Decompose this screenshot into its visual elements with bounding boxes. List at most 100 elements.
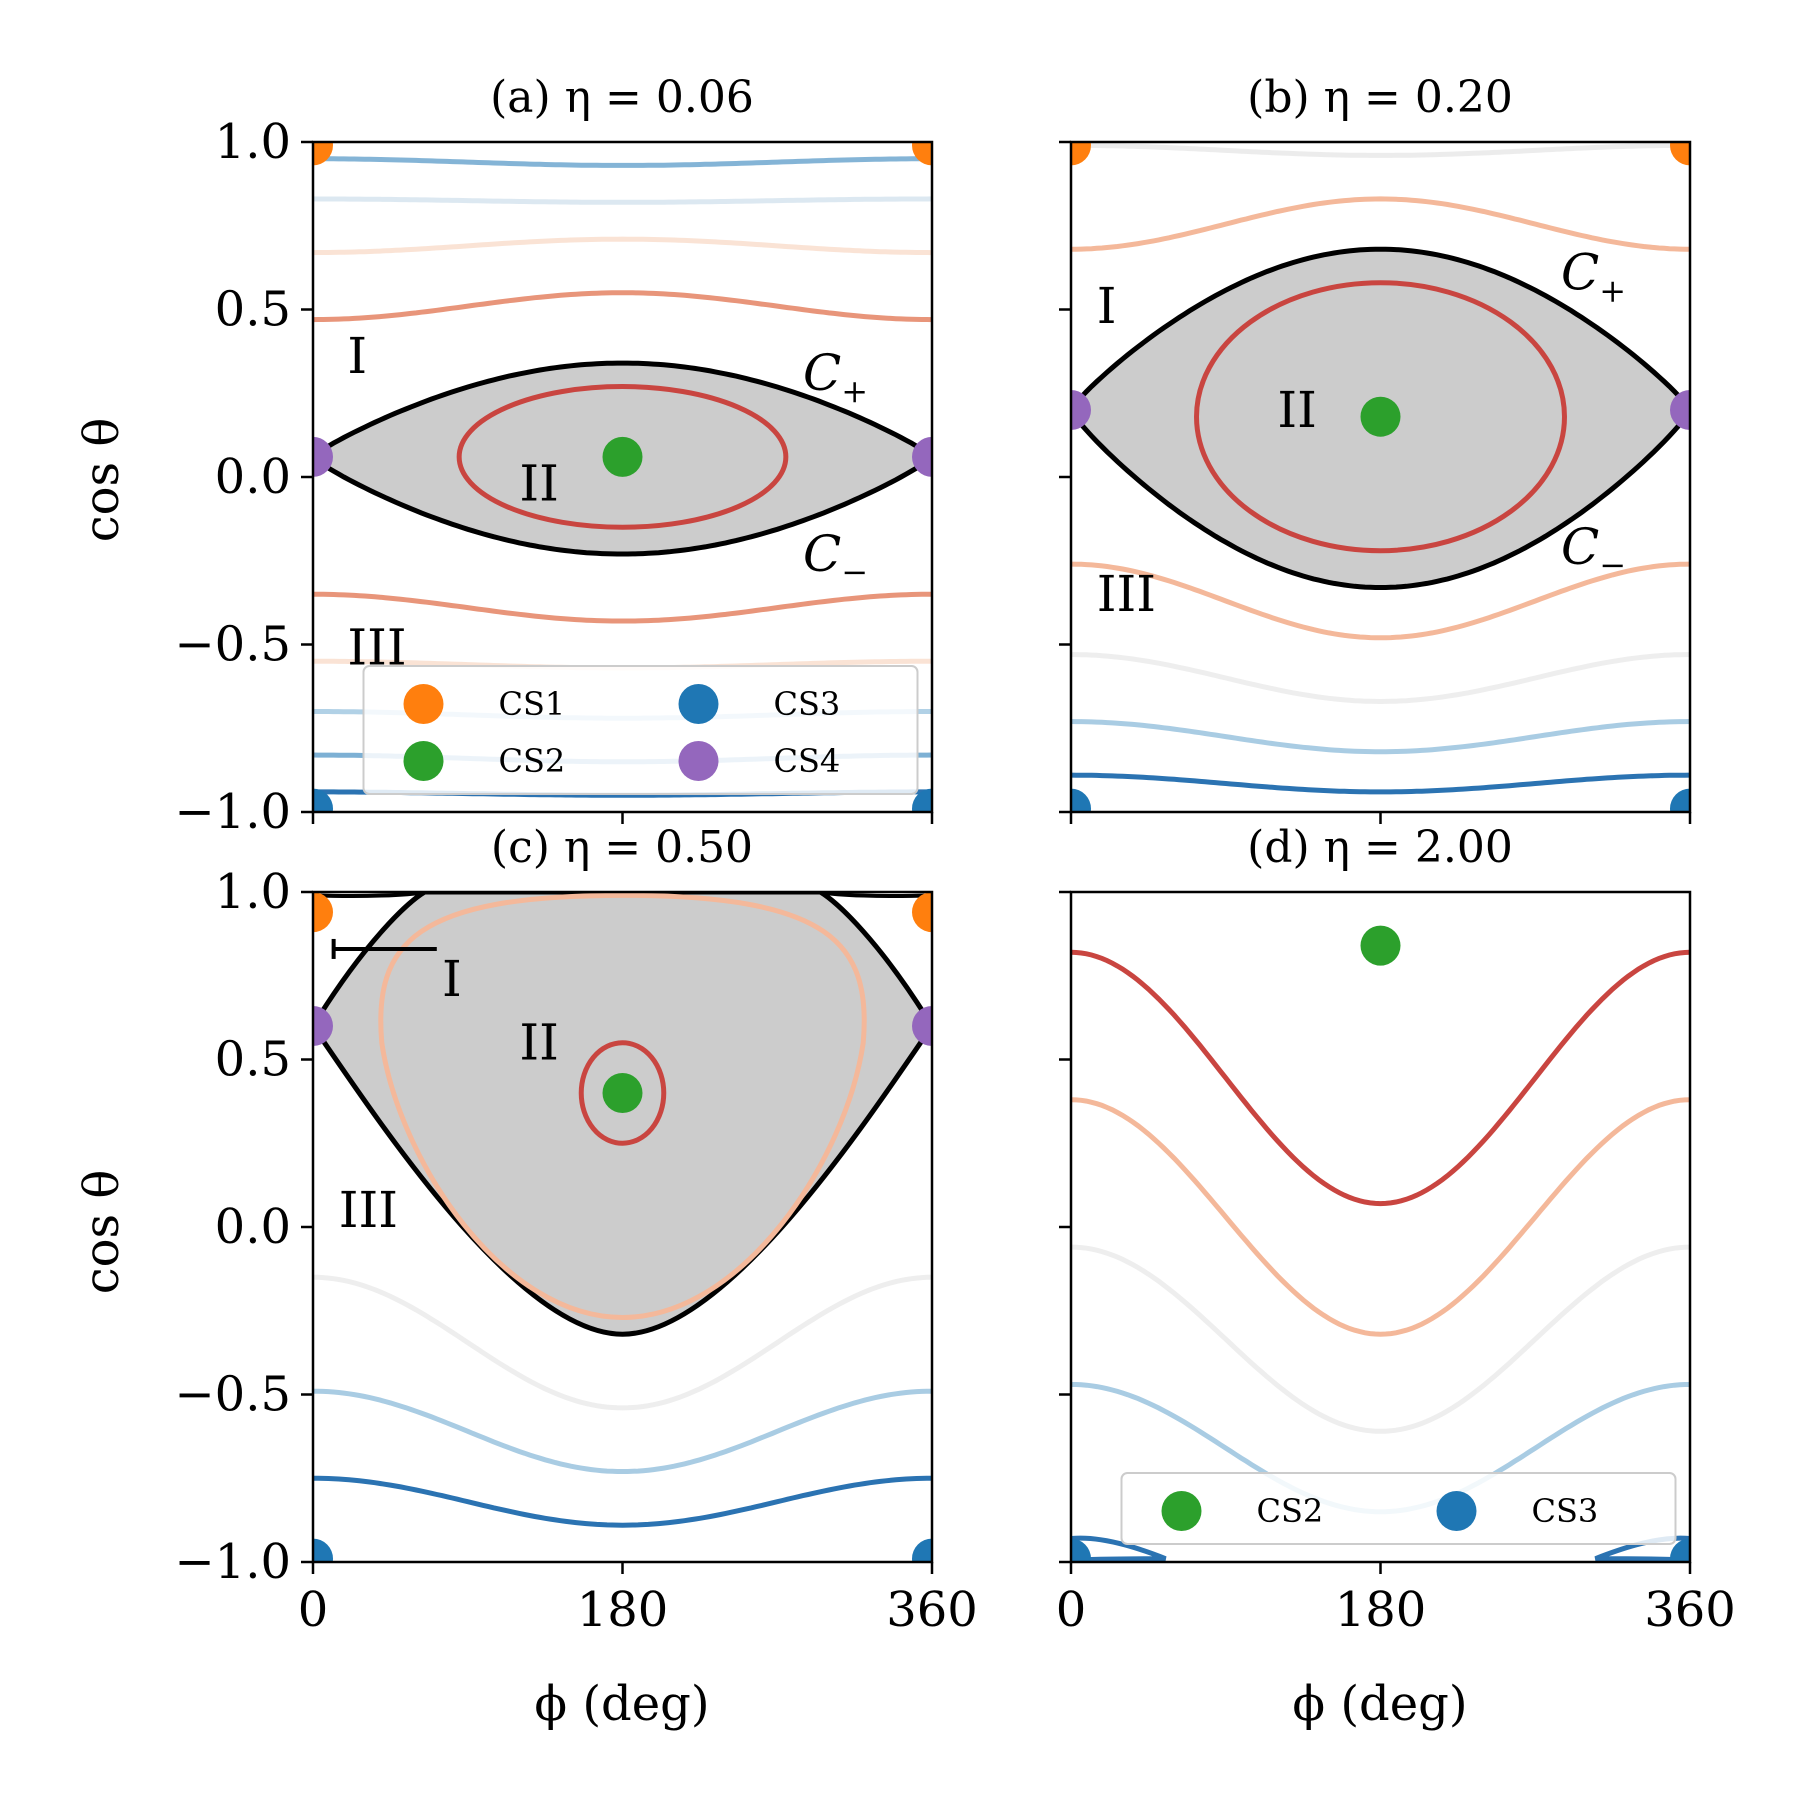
- panel-a-legend-marker-cs4: [678, 741, 719, 781]
- panel-a-upper-1-curve: [313, 156, 932, 168]
- panel-a-cs3-point-1: [912, 788, 932, 812]
- panel-c-cs4-point-1: [912, 1006, 932, 1046]
- panel-a-ytick-label-4: 1.0: [215, 114, 291, 170]
- panel-b-region-label-0: I: [1097, 277, 1117, 335]
- panel-d-xtick-label-2: 360: [1644, 1582, 1736, 1638]
- panel-a-curve-label-0: C+: [803, 344, 868, 410]
- panel-d-line-2-curve: [1071, 1097, 1690, 1337]
- panel-a-region-label-1: II: [519, 454, 559, 512]
- panel-c-separatrix: [313, 892, 932, 1337]
- panel-d-legend-marker-cs2: [1161, 1491, 1202, 1531]
- panel-c-cs3-point-1: [912, 1538, 932, 1562]
- panel-a-curve-label-sub-0: +: [841, 372, 868, 410]
- panel-a-upper-2-curve: [313, 196, 932, 205]
- panel-b-region-label-2: III: [1097, 565, 1156, 623]
- panel-d-legend-label-cs2: CS2: [1257, 1492, 1324, 1530]
- panel-a-legend-marker-cs1: [403, 684, 444, 724]
- panel-a-cs4-point-0: [313, 436, 333, 477]
- panel-a: (a) η = 0.06 IIIIIIC+C−−1.0−0.50.00.51.0…: [174, 72, 934, 840]
- panel-b-separatrix-lower: [1071, 408, 1690, 590]
- panel-d-cs3-loop-left: [1071, 1535, 1167, 1562]
- panel-a-curve-label-sub-1: −: [841, 553, 868, 591]
- panel-b-upper-1-curve: [1071, 142, 1690, 158]
- panel-c-inner-peach-curve: [378, 892, 867, 1320]
- panel-a-region-label-0: I: [347, 327, 367, 385]
- panel-a-cs3-point-0: [313, 788, 333, 812]
- panel-d-cs3-point-1: [1670, 1538, 1690, 1562]
- panel-d-xtick-label-1: 180: [1335, 1582, 1427, 1638]
- panel-c-title: (c) η = 0.50: [491, 822, 753, 873]
- panel-c-ytick-label-1: −0.5: [174, 1367, 291, 1423]
- panel-b-curve-label-sub-1: −: [1599, 546, 1626, 584]
- panel-c-ytick-label-2: 0.0: [215, 1199, 291, 1255]
- panel-c-lower-1-curve: [313, 1274, 932, 1411]
- panel-c-cs3-point-0: [313, 1538, 333, 1562]
- panel-a-legend-marker-cs2: [403, 741, 444, 781]
- panel-a-ytick-label-0: −1.0: [174, 784, 291, 840]
- panel-d-legend: CS2 CS3: [1120, 1472, 1677, 1545]
- panel-c-region-label-1: II: [519, 1014, 559, 1072]
- panel-a-inner-curve: [456, 384, 789, 530]
- panel-d-line-1-curve: [1071, 949, 1690, 1207]
- panel-a-upper-4-curve: [313, 290, 932, 323]
- panel-c-region-label-2: III: [339, 1181, 398, 1239]
- panel-b-curve-label-1: C−: [1561, 518, 1626, 584]
- panel-c-xtick-label-1: 180: [577, 1582, 669, 1638]
- panel-a-legend-box: [362, 665, 919, 795]
- panel-d-plot: [1071, 925, 1690, 1562]
- panel-a-curve-label-1: C−: [803, 525, 868, 591]
- panel-a-title: (a) η = 0.06: [490, 72, 754, 123]
- panel-a-separatrix-upper: [313, 360, 932, 459]
- panel-a-ytick-label-1: −0.5: [174, 617, 291, 673]
- panel-c-ytick-label-0: −1.0: [174, 1534, 291, 1590]
- panel-c-xtick-label-2: 360: [886, 1582, 978, 1638]
- panel-d-cs2-point-0: [1360, 925, 1401, 966]
- panel-a-ylabel: cos θ: [74, 418, 130, 543]
- panel-c-xlabel: ϕ (deg): [534, 1676, 709, 1732]
- panel-b-cs3-point-0: [1071, 788, 1091, 812]
- panel-b-cs1-point-1: [1670, 142, 1690, 166]
- panel-b-lower-4-curve: [1071, 772, 1690, 795]
- panel-a-legend-label-cs4: CS4: [774, 742, 841, 780]
- panel-b-cs3-point-1: [1670, 788, 1690, 812]
- panel-a-legend-label-cs2: CS2: [499, 742, 566, 780]
- panel-a-ytick-label-2: 0.0: [215, 449, 291, 505]
- panel-d-frame: [1069, 890, 1692, 1564]
- panel-c-ytick-label-4: 1.0: [215, 864, 291, 920]
- panel-b-lower-3-curve: [1071, 719, 1690, 755]
- panel-c-plot: [313, 892, 932, 1562]
- panel-a-separatrix-lower: [313, 454, 932, 557]
- panel-a-legend: CS1 CS2 CS3 CS4: [362, 665, 919, 795]
- panel-d-line-3-curve: [1071, 1244, 1690, 1434]
- panel-a-cs2-point-0: [602, 436, 643, 477]
- panel-d-xtick-label-0: 0: [1056, 1582, 1087, 1638]
- panel-b-lower-1-curve: [1071, 561, 1690, 641]
- panel-d-title: (d) η = 2.00: [1247, 822, 1513, 873]
- panel-a-cs1-point-1: [912, 142, 932, 166]
- panel-c-lower-2-curve: [313, 1388, 932, 1474]
- panel-d: (d) η = 2.00 0 180 360 CS2 CS3: [1056, 822, 1736, 1638]
- panel-a-cs1-point-0: [313, 142, 333, 166]
- panel-d-cs3-point-0: [1071, 1538, 1091, 1562]
- panel-c-region-label-0: I: [442, 950, 462, 1008]
- panel-a-lower-1-curve: [313, 591, 932, 624]
- panel-d-legend-box: [1120, 1472, 1677, 1545]
- panel-d-xlabel: ϕ (deg): [1292, 1676, 1467, 1732]
- panel-d-legend-label-cs3: CS3: [1532, 1492, 1599, 1530]
- panel-b-lower-2-curve: [1071, 652, 1690, 705]
- panel-c-xtick-label-0: 0: [298, 1582, 329, 1638]
- panel-b-curve-label-sub-0: +: [1599, 271, 1626, 309]
- panel-c-lower-3-curve: [313, 1475, 932, 1528]
- panel-c-cs4-point-0: [313, 1006, 333, 1046]
- panel-c-cs1-point-1: [912, 892, 932, 933]
- panel-a-ytick-label-3: 0.5: [215, 282, 291, 338]
- panel-b-cs4-point-1: [1670, 390, 1690, 430]
- panel-b-curve-label-0: C+: [1561, 243, 1626, 309]
- panel-b-plot: [1071, 142, 1690, 812]
- panel-a-cs4-point-1: [912, 436, 932, 477]
- panel-c-inner-curve: [578, 1040, 667, 1146]
- panel-b-cs4-point-0: [1071, 390, 1091, 430]
